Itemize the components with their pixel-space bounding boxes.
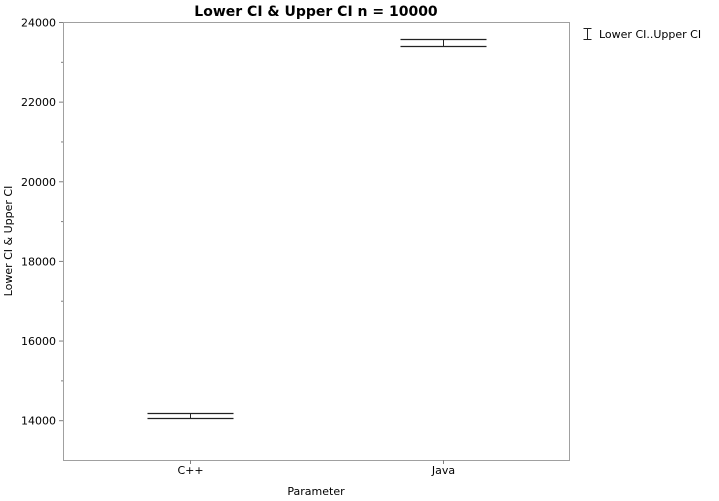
x-tick-label: Java	[431, 464, 455, 477]
x-tick-label: C++	[177, 464, 203, 477]
interval-mark	[400, 38, 487, 48]
chart-title: Lower CI & Upper CI n = 10000	[194, 4, 438, 20]
y-tick-label: 22000	[21, 96, 56, 109]
interval-legend-icon	[583, 28, 592, 40]
x-axis: C++ Java	[177, 460, 455, 477]
legend: Lower CI..Upper CI	[583, 28, 701, 41]
legend-label: Lower CI..Upper CI	[599, 28, 701, 41]
y-tick-label: 20000	[21, 176, 56, 189]
y-axis-label: Lower CI & Upper CI	[2, 186, 15, 297]
y-axis: 14000 16000 18000 20000 22000 24000	[21, 17, 63, 428]
interval-mark	[147, 412, 234, 420]
interval-marks	[147, 38, 487, 420]
y-tick-label: 24000	[21, 17, 56, 30]
y-tick-label: 16000	[21, 335, 56, 348]
plot-frame	[63, 22, 570, 461]
y-tick-label: 14000	[21, 415, 56, 428]
x-axis-label: Parameter	[287, 485, 345, 498]
y-tick-label: 18000	[21, 255, 56, 268]
